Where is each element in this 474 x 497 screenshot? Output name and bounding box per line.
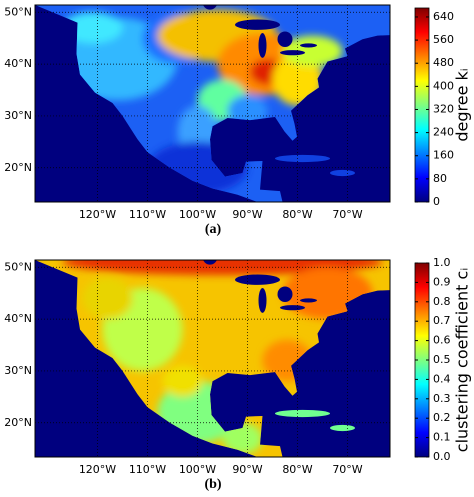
x-tick-label: 90°W xyxy=(232,463,262,476)
colorbar-tick-label: 400 xyxy=(433,79,454,92)
colorbar-tick-label: 0.1 xyxy=(433,431,451,444)
lake xyxy=(280,50,305,56)
colorbar-tick-label: 320 xyxy=(433,102,454,115)
colorbar-tick-label: 0.3 xyxy=(433,392,451,405)
colorbar-tick-label: 0.5 xyxy=(433,353,451,366)
x-tick-label: 110°W xyxy=(129,463,166,476)
lake xyxy=(203,5,217,10)
colorbar-tick-label: 0.7 xyxy=(433,314,451,327)
y-tick-label: 40°N xyxy=(4,312,32,325)
map-region xyxy=(162,365,203,397)
map-region xyxy=(82,277,133,320)
lake xyxy=(300,43,317,48)
caption: (b) xyxy=(204,477,221,492)
caption: (a) xyxy=(205,222,222,237)
map-frame xyxy=(34,259,391,458)
colorbar-tick-label: 640 xyxy=(433,10,454,23)
colorbar-tick-label: 0.6 xyxy=(433,334,451,347)
x-tick-label: 80°W xyxy=(282,208,312,221)
colorbar-tick-label: 240 xyxy=(433,126,454,139)
x-tick-label: 110°W xyxy=(129,208,166,221)
map-panel: 120°W 110°W 100°W 90°W 80°W 70°W 20°N 30°N 40°N 5… xyxy=(4,256,472,492)
x-tick-label: 70°W xyxy=(332,208,362,221)
lake xyxy=(258,32,267,58)
colorbar-tick-label: 160 xyxy=(433,149,454,162)
y-tick-label: 30°N xyxy=(4,109,32,122)
lake xyxy=(277,286,293,302)
colorbar-tick-label: 0.9 xyxy=(433,275,451,288)
colorbar-tick-label: 1.0 xyxy=(433,256,451,269)
colorbar-label: degree kᵢ xyxy=(453,68,472,141)
y-tick-label: 20°N xyxy=(4,161,32,174)
map-frame xyxy=(34,4,391,203)
colorbar-tick-label: 80 xyxy=(433,172,447,185)
map-panel: 120°W 110°W 100°W 90°W 80°W 70°W 20°N 30°N 40°N 5… xyxy=(4,4,472,237)
lake xyxy=(300,298,317,303)
colorbar-tick-label: 0.4 xyxy=(433,372,451,385)
y-tick-label: 30°N xyxy=(4,364,32,377)
map-region xyxy=(62,260,383,276)
island xyxy=(275,409,330,418)
colorbar-tick-label: 0.8 xyxy=(433,295,451,308)
lake xyxy=(277,31,293,47)
lake xyxy=(203,260,217,265)
y-tick-label: 40°N xyxy=(4,57,32,70)
lake xyxy=(258,287,267,313)
x-tick-label: 90°W xyxy=(232,208,262,221)
colorbar-tick-label: 0 xyxy=(433,195,440,208)
colorbar-tick-label: 560 xyxy=(433,33,454,46)
colorbar-label: clustering coefficient cᵢ xyxy=(453,268,472,452)
x-tick-label: 80°W xyxy=(282,463,312,476)
island xyxy=(330,169,355,177)
x-tick-label: 70°W xyxy=(332,463,362,476)
x-tick-label: 120°W xyxy=(79,208,116,221)
lake xyxy=(280,305,305,311)
y-tick-label: 50°N xyxy=(4,260,32,273)
colorbar xyxy=(414,7,430,203)
x-tick-label: 100°W xyxy=(179,208,216,221)
y-tick-label: 20°N xyxy=(4,416,32,429)
colorbar-tick-label: 0.0 xyxy=(433,450,451,463)
x-tick-label: 100°W xyxy=(179,463,216,476)
island xyxy=(330,424,355,432)
x-tick-label: 120°W xyxy=(79,463,116,476)
colorbar-tick-label: 480 xyxy=(433,56,454,69)
lake xyxy=(235,19,280,30)
island xyxy=(275,154,330,163)
colorbar-tick-label: 0.2 xyxy=(433,411,451,424)
map-region xyxy=(282,35,343,67)
map-region xyxy=(62,12,123,44)
y-tick-label: 50°N xyxy=(4,5,32,18)
map-region xyxy=(222,422,263,454)
map-region xyxy=(272,53,323,106)
lake xyxy=(235,274,280,285)
